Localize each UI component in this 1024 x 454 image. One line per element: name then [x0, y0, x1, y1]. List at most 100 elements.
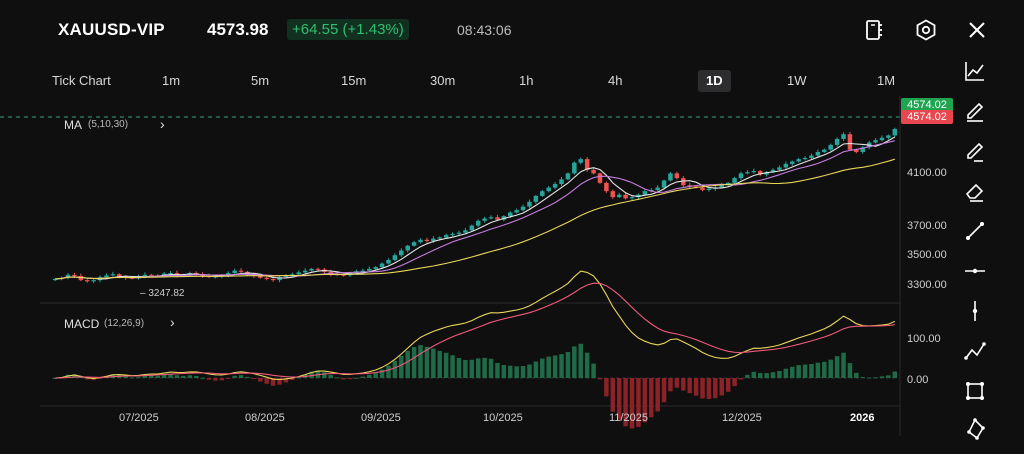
candle-body	[732, 178, 737, 183]
macd-histogram-bar	[725, 378, 731, 392]
x-axis-label: 10/2025	[483, 412, 523, 424]
macd-histogram-bar	[206, 378, 212, 380]
macd-histogram-bar	[674, 378, 680, 388]
macd-histogram-bar	[258, 378, 263, 382]
macd-histogram-bar	[290, 378, 295, 381]
candle-body	[565, 173, 571, 180]
pencil-alt-icon[interactable]	[962, 138, 988, 164]
macd-histogram-bar	[533, 361, 539, 378]
macd-histogram-bar	[514, 366, 519, 378]
macd-histogram-bar	[559, 354, 564, 378]
macd-histogram-bar	[854, 372, 859, 378]
candle-body	[674, 173, 680, 179]
candle-body	[373, 267, 378, 269]
vertical-line-icon[interactable]	[962, 298, 988, 324]
candle-body	[834, 138, 840, 145]
horizontal-line-icon[interactable]	[962, 258, 988, 284]
macd-histogram-bar	[732, 378, 737, 387]
macd-histogram-bar	[527, 364, 532, 378]
tab-30m[interactable]: 30m	[430, 73, 456, 88]
candle-body	[78, 275, 84, 281]
macd-histogram-bar	[200, 377, 205, 379]
tab-5m[interactable]: 5m	[251, 73, 270, 88]
settings-icon[interactable]	[914, 18, 938, 42]
polyline-icon[interactable]	[962, 338, 988, 364]
eraser-icon[interactable]	[962, 178, 988, 204]
close-icon[interactable]	[965, 18, 989, 42]
tab-tick-chart[interactable]: Tick Chart	[52, 73, 111, 88]
candle-body	[520, 206, 526, 211]
macd-histogram-bar	[597, 378, 603, 380]
tab-1w[interactable]: 1W	[787, 73, 807, 88]
candle-body	[681, 178, 686, 186]
candle-body	[341, 274, 346, 276]
macd-histogram-bar	[373, 372, 378, 378]
ma-expand-chevron-icon[interactable]: ›	[160, 116, 165, 132]
macd-histogram-bar	[347, 378, 353, 380]
notebook-icon[interactable]	[862, 18, 886, 42]
candle-body	[578, 159, 583, 163]
symbol-title[interactable]: XAUUSD-VIP	[58, 20, 165, 39]
candle-body	[514, 210, 519, 213]
macd-histogram-bar	[97, 378, 103, 379]
macd-histogram-bar	[149, 375, 154, 378]
tab-15m[interactable]: 15m	[341, 73, 367, 88]
price-axis-label: 3500.00	[907, 249, 947, 261]
macd-histogram-bar	[783, 368, 789, 378]
pencil-icon[interactable]	[962, 98, 988, 124]
candle-body	[149, 274, 154, 276]
tab-1mo[interactable]: 1M	[877, 73, 896, 88]
shape-icon[interactable]	[962, 416, 988, 442]
macd-histogram-bar	[623, 378, 628, 427]
candle-body	[238, 270, 244, 272]
macd-histogram-bar	[52, 378, 58, 379]
macd-histogram-bar	[552, 355, 558, 378]
macd-histogram-bar	[463, 359, 468, 378]
line-tool-icon[interactable]	[962, 218, 988, 244]
macd-histogram-bar	[110, 374, 116, 378]
macd-histogram-bar	[328, 374, 334, 378]
candle-body	[418, 239, 423, 243]
macd-histogram-bar	[123, 376, 128, 378]
candle-body	[706, 188, 712, 190]
macd-histogram-bar	[713, 378, 718, 399]
trend-chart-icon[interactable]	[962, 58, 988, 84]
macd-histogram-bar	[578, 343, 583, 378]
macd-histogram-bar	[155, 376, 160, 378]
tab-1d[interactable]: 1D	[698, 70, 731, 92]
candle-body	[431, 238, 436, 241]
candle-body	[168, 273, 173, 275]
candle-body	[495, 217, 500, 220]
candle-body	[392, 255, 398, 260]
tab-1h[interactable]: 1h	[519, 73, 534, 88]
current-price-tag: 4574.02	[901, 110, 953, 124]
candle-body	[687, 185, 692, 187]
macd-histogram-bar	[475, 358, 481, 378]
chart-area[interactable]	[0, 96, 960, 449]
macd-histogram-bar	[495, 362, 500, 378]
candle-body	[546, 187, 551, 192]
macd-histogram-bar	[251, 378, 257, 379]
price-chart-svg[interactable]	[0, 96, 960, 449]
macd-histogram-bar	[283, 378, 289, 383]
macd-histogram-bar	[219, 378, 225, 381]
candle-body	[405, 245, 410, 251]
macd-histogram-bar	[367, 374, 372, 378]
macd-expand-chevron-icon[interactable]: ›	[170, 314, 175, 330]
tab-4h[interactable]: 4h	[608, 73, 623, 88]
candle-body	[290, 274, 295, 276]
candle-body	[475, 220, 481, 226]
tab-1m[interactable]: 1m	[162, 73, 181, 88]
rectangle-icon[interactable]	[962, 378, 988, 404]
candle-body	[719, 185, 724, 188]
macd-histogram-bar	[482, 357, 487, 378]
macd-histogram-bar	[360, 376, 366, 378]
macd-histogram-bar	[719, 378, 724, 396]
candle-body	[642, 191, 648, 195]
macd-histogram-bar	[91, 378, 96, 381]
macd-histogram-bar	[232, 375, 237, 378]
candle-body	[296, 272, 301, 275]
candle-body	[559, 179, 564, 185]
candle-body	[572, 162, 577, 174]
macd-histogram-bar	[802, 364, 808, 378]
